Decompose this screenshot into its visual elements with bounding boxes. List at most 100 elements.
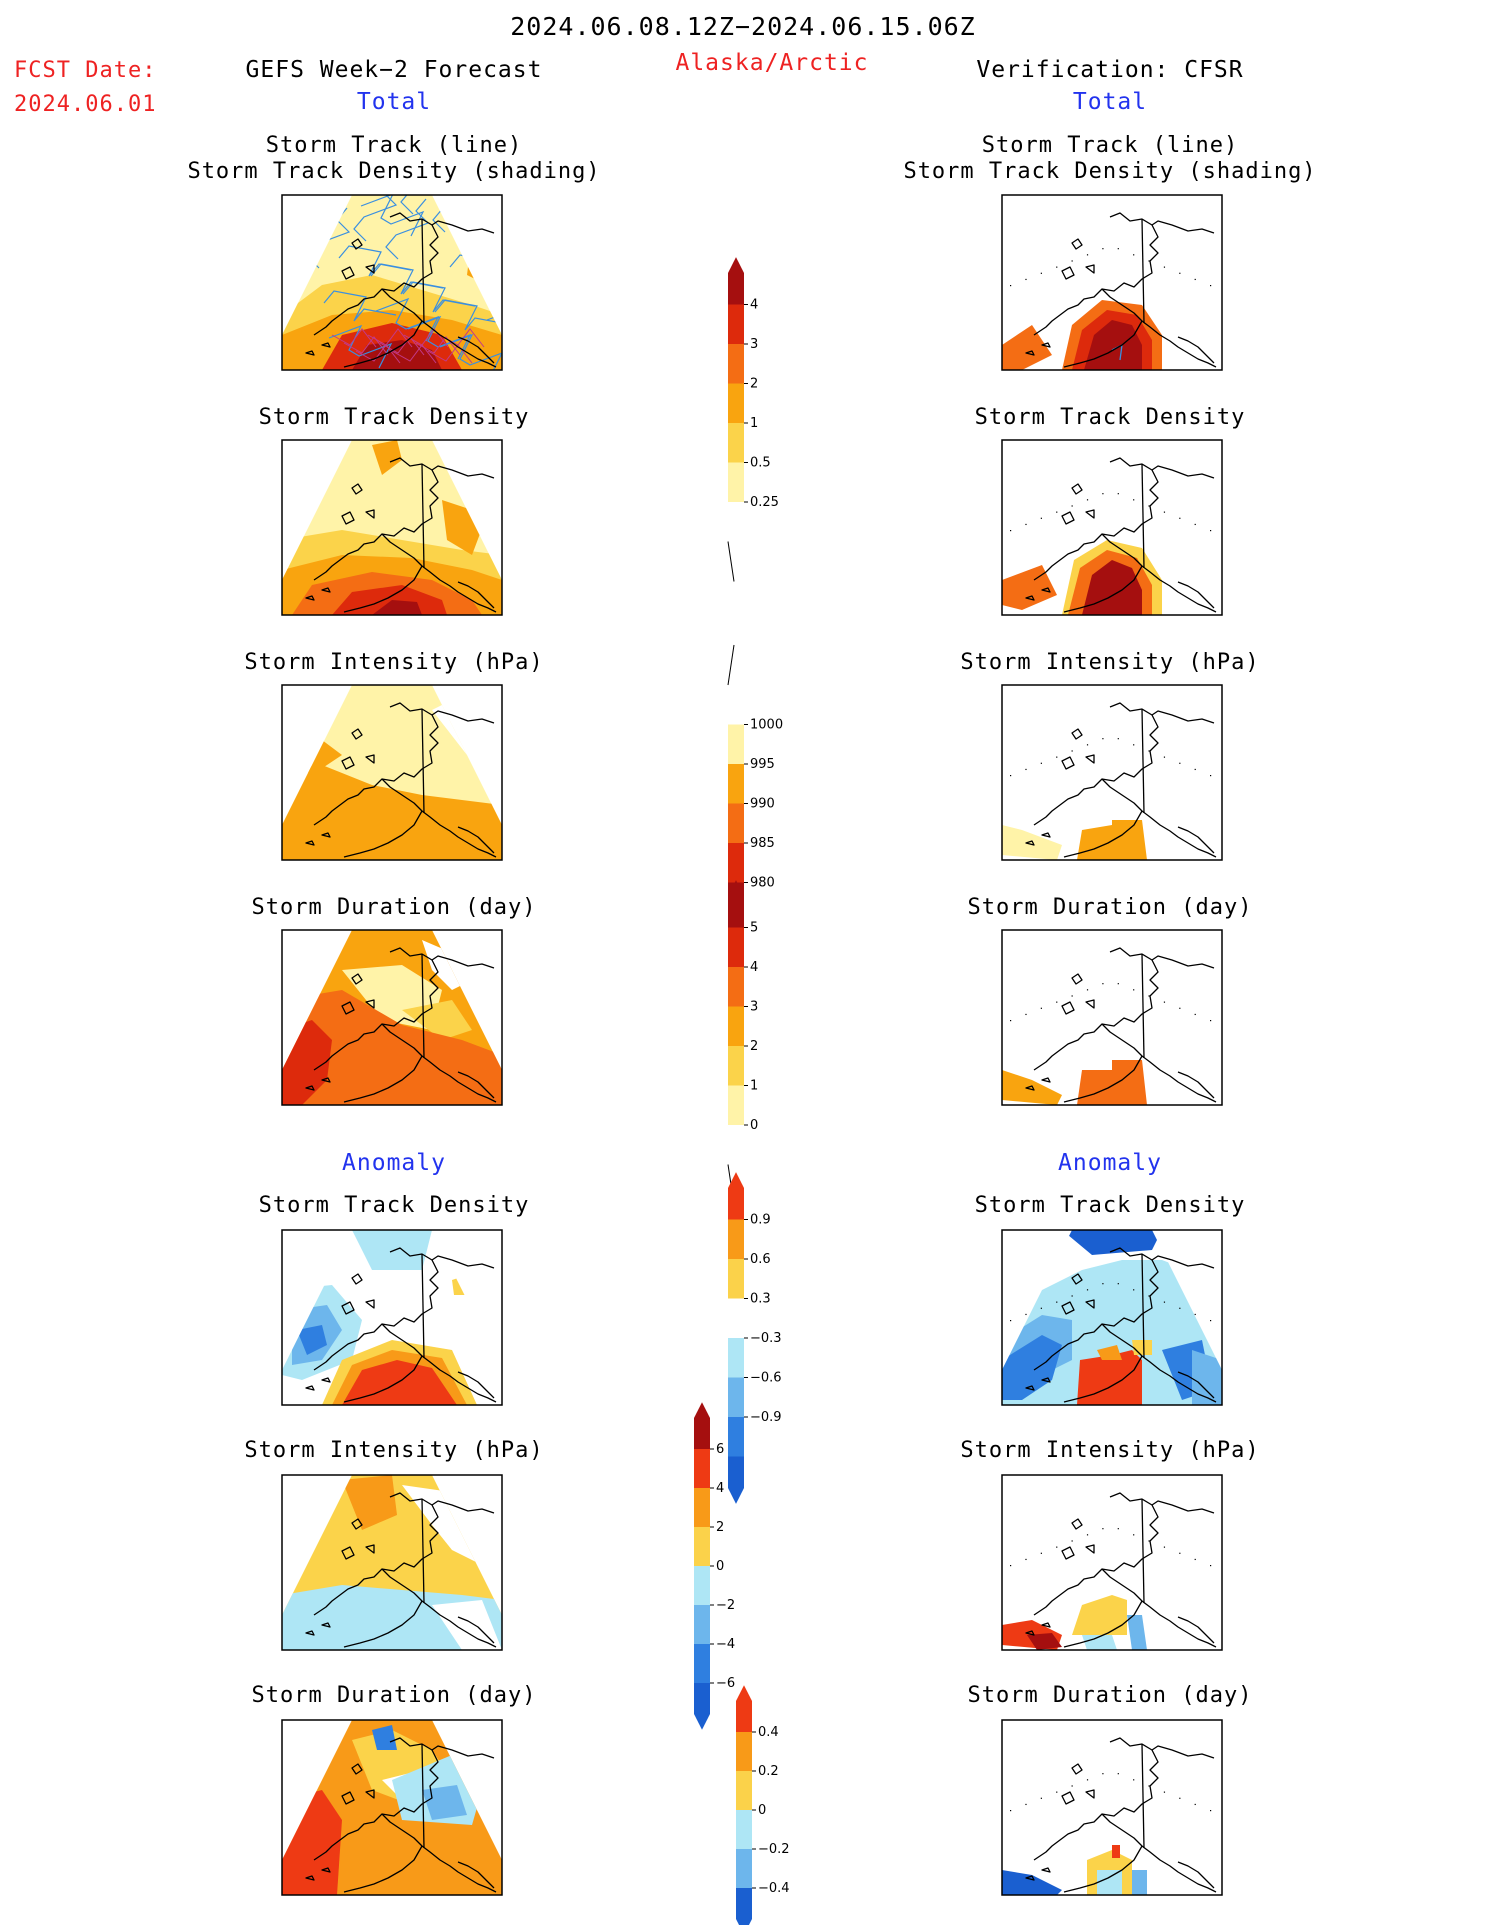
colorbar-anom-intensity-label: −4 — [716, 1637, 735, 1652]
colorbar-anom-density-label: 0.6 — [750, 1252, 771, 1267]
colorbar-intensity-label: 985 — [750, 836, 775, 851]
colorbar-density-segment — [728, 502, 744, 542]
panel-title-left-3: Storm Intensity (hPa) — [244, 650, 544, 675]
map-panel-left-3 — [281, 684, 503, 861]
panel-title-right-3: Storm Intensity (hPa) — [960, 650, 1260, 675]
map-panel-left-2 — [281, 439, 503, 616]
colorbar-anom-density-segment — [728, 1417, 744, 1457]
colorbar-anom-intensity-segment — [694, 1488, 710, 1527]
colorbar-anom-density-label: −0.9 — [750, 1410, 782, 1425]
colorbar-anom-duration-label: 0 — [758, 1803, 766, 1818]
colorbar-anom-duration-segment — [736, 1810, 752, 1849]
colorbar-anom-density-label: 0.3 — [750, 1292, 771, 1307]
right-title: Verification: CFSR — [976, 57, 1244, 83]
colorbar-anom-intensity-segment — [694, 1605, 710, 1644]
colorbar-duration-label: 1 — [750, 1079, 758, 1094]
colorbar-anom-density-segment — [728, 1338, 744, 1378]
colorbar-anom-density-segment — [728, 1377, 744, 1417]
colorbar-density-label: 1 — [750, 416, 758, 431]
colorbar-duration-label: 5 — [750, 921, 758, 936]
panel-title-right-1b: Storm Track Density (shading) — [903, 159, 1317, 184]
colorbar-anom-density-segment — [728, 1172, 744, 1220]
colorbar-duration-label: 3 — [750, 1000, 758, 1015]
map-panel-left-6 — [281, 1474, 503, 1651]
colorbar-anom-density-segment — [728, 1298, 744, 1338]
panel-title-right-1a: Storm Track (line) — [981, 133, 1239, 158]
panel-title-right-5: Storm Track Density — [974, 1193, 1246, 1218]
colorbar-density-segment — [728, 257, 744, 305]
map-panel-left-7 — [281, 1719, 503, 1896]
colorbar-anom-density-segment — [728, 1456, 744, 1504]
panel-title-left-1b: Storm Track Density (shading) — [187, 159, 601, 184]
colorbar-anom-intensity-segment — [694, 1683, 710, 1730]
colorbar-anom-duration-segment — [736, 1685, 752, 1732]
colorbar-duration-segment — [728, 1085, 744, 1125]
colorbar-density: 4 3 2 1 0.5 0.25 — [727, 257, 779, 582]
panel-title-right-4: Storm Duration (day) — [967, 895, 1253, 920]
colorbar-density-segment — [728, 423, 744, 463]
map-panel-right-2 — [1001, 439, 1223, 616]
colorbar-duration-label: 2 — [750, 1039, 758, 1054]
colorbar-density-label: 0.25 — [750, 495, 779, 510]
colorbar-anom-duration-label: −0.2 — [758, 1842, 790, 1857]
colorbar-duration-label: 4 — [750, 960, 758, 975]
colorbar-anom-intensity-label: 4 — [716, 1481, 724, 1496]
colorbar-intensity-segment — [728, 803, 744, 843]
colorbar-anom-intensity-label: 0 — [716, 1559, 724, 1574]
colorbar-anom-intensity-label: −2 — [716, 1598, 735, 1613]
map-panel-right-4 — [1001, 929, 1223, 1106]
total-left: Total — [356, 89, 432, 115]
colorbar-intensity-label: 995 — [750, 757, 775, 772]
colorbar-anom-duration-segment — [736, 1849, 752, 1888]
date-range: 2024.06.08.12Z−2024.06.15.06Z — [510, 12, 976, 41]
colorbar-anom-intensity: 6 4 2 0 −2 −4 −6 — [694, 1402, 735, 1730]
colorbar-anom-duration-segment — [736, 1732, 752, 1771]
colorbar-anom-intensity-label: 2 — [716, 1520, 724, 1535]
colorbar-anom-density: 0.9 0.6 0.3 −0.3 −0.6 −0.9 — [728, 1172, 782, 1504]
colorbar-anom-intensity-label: −6 — [716, 1676, 735, 1691]
colorbar-intensity-label: 990 — [750, 797, 775, 812]
colorbar-density-segment — [728, 383, 744, 423]
colorbar-anom-density-label: −0.3 — [750, 1331, 782, 1346]
colorbar-anom-duration-segment — [736, 1771, 752, 1810]
colorbar-anom-duration-label: 0.4 — [758, 1725, 779, 1740]
colorbar-anom-intensity-segment — [694, 1566, 710, 1605]
fcst-date: 2024.06.01 — [14, 92, 157, 117]
panel-title-left-4: Storm Duration (day) — [251, 895, 537, 920]
total-right: Total — [1072, 89, 1148, 115]
colorbar-anom-intensity-segment — [694, 1644, 710, 1683]
panel-title-left-2: Storm Track Density — [258, 405, 530, 430]
colorbar-anom-density-segment — [728, 1259, 744, 1299]
colorbar-anom-intensity-segment — [694, 1449, 710, 1488]
colorbar-density-segment — [728, 344, 744, 384]
panel-title-left-7: Storm Duration (day) — [251, 1683, 537, 1708]
colorbar-duration-segment — [728, 880, 744, 928]
colorbar-anom-duration: 0.4 0.2 0 −0.2 −0.4 — [736, 1685, 790, 1925]
map-panel-left-5 — [281, 1229, 503, 1406]
colorbar-anom-density-segment — [728, 1219, 744, 1259]
colorbar-anom-density-label: 0.9 — [750, 1213, 771, 1228]
colorbar-anom-intensity-segment — [694, 1402, 710, 1449]
colorbar-anom-duration-label: 0.2 — [758, 1764, 779, 1779]
panel-title-left-6: Storm Intensity (hPa) — [244, 1438, 544, 1463]
colorbar-duration-segment — [728, 967, 744, 1007]
colorbar-duration-label: 0 — [750, 1118, 758, 1133]
colorbar-intensity-label: 980 — [750, 876, 775, 891]
colorbar-intensity-segment — [728, 764, 744, 804]
colorbar-density-segment — [728, 304, 744, 344]
colorbar-anom-intensity-label: 6 — [716, 1442, 724, 1457]
panel-title-right-2: Storm Track Density — [974, 405, 1246, 430]
map-panel-left-4 — [281, 929, 503, 1106]
colorbar-intensity-segment — [728, 724, 744, 764]
panel-title-right-7: Storm Duration (day) — [967, 1683, 1253, 1708]
panel-title-left-1a: Storm Track (line) — [265, 133, 523, 158]
colorbar-anom-density-label: −0.6 — [750, 1371, 782, 1386]
panel-title-right-6: Storm Intensity (hPa) — [960, 1438, 1260, 1463]
colorbar-density-label: 2 — [750, 377, 758, 392]
colorbar-density-label: 3 — [750, 337, 758, 352]
colorbar-intensity-segment — [728, 843, 744, 883]
map-panel-right-3 — [1001, 684, 1223, 861]
colorbar-duration-segment — [728, 1046, 744, 1086]
